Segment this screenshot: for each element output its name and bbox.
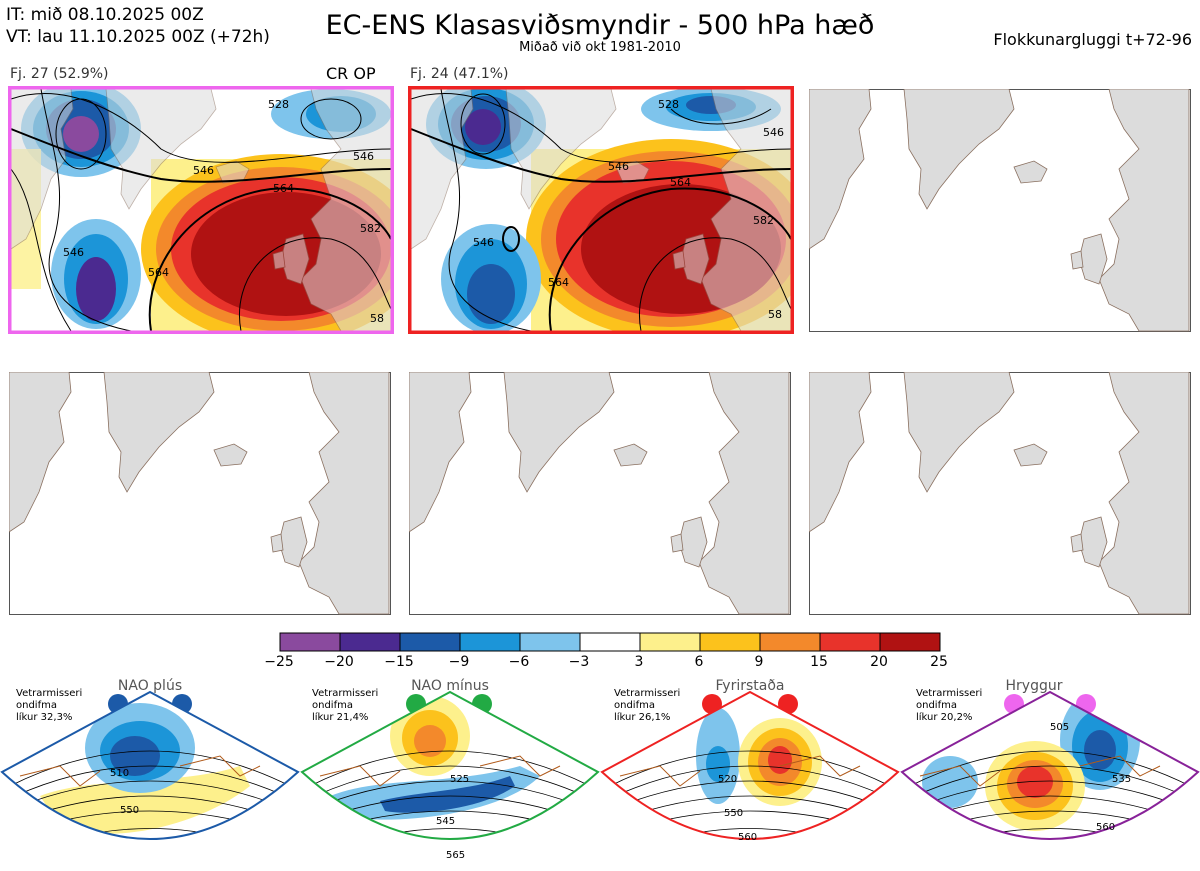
contour-label: 546 [353,150,374,163]
contour-label: 58 [370,312,384,325]
colorbar-swatch [519,632,581,652]
colorbar-tick: 20 [870,654,888,670]
colorbar-swatch [759,632,821,652]
contour-label: 564 [548,276,569,289]
colorbar-swatch [279,632,341,652]
colorbar-swatch [819,632,881,652]
colorbar-tick: 25 [930,654,948,670]
colorbar-tick: 15 [810,654,828,670]
contour-label: 560 [1096,822,1115,833]
colorbar-swatch [639,632,701,652]
empty-map-4 [9,372,391,615]
contour-label: 564 [670,176,691,189]
contour-label: 550 [120,805,139,816]
contour-label: 510 [110,768,129,779]
empty-map-5 [409,372,791,615]
colorbar [279,632,941,652]
regime-title: Hryggur [1005,678,1063,694]
contour-label: 560 [738,832,757,843]
contour-label: 564 [148,266,169,279]
contour-label: 58 [768,308,782,321]
colorbar-tick: 3 [634,654,644,670]
contour-label: 564 [273,182,294,195]
contour-label: 528 [658,98,679,111]
regime-blocking: Vetrarmisseri ondifma líkur 26,1% Fyrirsta… [600,676,900,871]
colorbar-swatch [339,632,401,652]
panel-1-label: Fj. 27 (52.9%) [10,66,109,82]
contour-label: 535 [1112,774,1131,785]
colorbar-tick: 6 [694,654,704,670]
colorbar-swatch [699,632,761,652]
contour-label: 528 [268,98,289,111]
empty-map-3 [809,89,1191,332]
page-subtitle: Miðað við okt 1981-2010 [519,40,681,55]
colorbar-tick: −20 [324,654,354,670]
colorbar-swatch [579,632,641,652]
contour-label: 546 [473,236,494,249]
colorbar-tick: −3 [568,654,590,670]
regime-title: NAO plús [117,678,183,694]
contour-label: 505 [1050,722,1069,733]
contour-label: 546 [193,164,214,177]
regime-note: Vetrarmisseri ondifma líkur 20,2% [916,688,983,723]
colorbar-tick: −9 [448,654,470,670]
header-info: IT: mið 08.10.2025 00Z VT: lau 11.10.202… [6,4,270,48]
page-title: EC-ENS Klasasviðsmyndir - 500 hPa hæð [325,10,875,41]
colorbar-swatch [879,632,941,652]
panel-2-label: Fj. 24 (47.1%) [410,66,509,82]
colorbar-tick: −25 [264,654,294,670]
contour-label: 582 [753,214,774,227]
regime-note: Vetrarmisseri ondifma líkur 32,3% [16,688,83,723]
contour-label: 582 [360,222,381,235]
contour-label: 546 [763,126,784,139]
empty-map-6 [809,372,1191,615]
contour-label: 546 [63,246,84,259]
colorbar-swatch [459,632,521,652]
colorbar-swatch [399,632,461,652]
regime-title: NAO mínus [411,678,489,694]
regime-note: Vetrarmisseri ondifma líkur 21,4% [312,688,379,723]
it-line: IT: mið 08.10.2025 00Z [6,5,204,25]
window-label: Flokkunargluggi t+72-96 [993,30,1192,49]
colorbar-tick: −15 [384,654,414,670]
contour-label: 565 [446,850,465,861]
colorbar-tick: 9 [754,654,764,670]
regime-nao-plus: Vetrarmisseri ondifma líkur 32,3% NAO plús… [0,676,300,871]
contour-label: 520 [718,774,737,785]
colorbar-ticks: −25 −20 −15 −9 −6 −3 3 6 9 15 20 25 [259,654,959,674]
colorbar-tick: −6 [508,654,530,670]
contour-label: 550 [724,808,743,819]
panel-1-tag: CR OP [326,64,376,83]
cluster-map-2: 546 564 582 528 546 546 564 58 [408,86,794,334]
regime-ridge: Vetrarmisseri ondifma líkur 20,2% Hryggur [900,676,1200,871]
contour-label: 545 [436,816,455,827]
contour-label: 546 [608,160,629,173]
contour-label: 525 [450,774,469,785]
regime-title: Fyrirstaða [715,678,785,694]
regime-nao-minus: Vetrarmisseri ondifma líkur 21,4% NAO mínu… [300,676,600,871]
vt-line: VT: lau 11.10.2025 00Z (+72h) [6,27,270,47]
cluster-map-1: 546 564 582 528 546 546 564 58 [8,86,394,334]
regime-note: Vetrarmisseri ondifma líkur 26,1% [614,688,681,723]
